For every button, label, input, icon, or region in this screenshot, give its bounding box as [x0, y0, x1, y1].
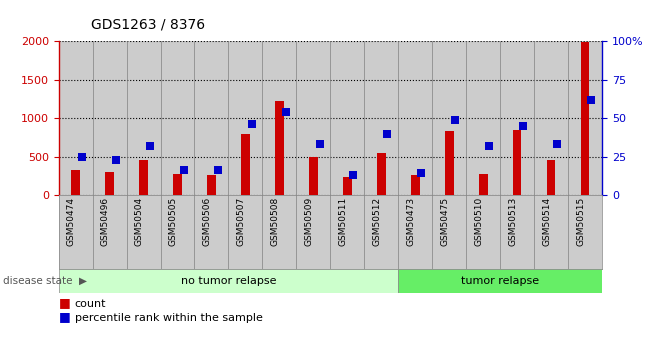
Point [348, 172, 359, 178]
Text: tumor relapse: tumor relapse [461, 276, 539, 286]
Text: GSM50505: GSM50505 [169, 197, 178, 246]
Bar [411, 175, 419, 195]
Text: GSM50510: GSM50510 [475, 197, 483, 246]
Point [314, 141, 325, 147]
Bar [534, 41, 568, 195]
Text: GSM50504: GSM50504 [135, 197, 143, 246]
Text: GSM50507: GSM50507 [236, 197, 245, 246]
Point [281, 109, 291, 115]
Bar [72, 170, 80, 195]
Bar [547, 160, 555, 195]
Bar [92, 41, 126, 195]
Bar [242, 134, 250, 195]
Bar [105, 171, 114, 195]
Bar [445, 131, 454, 195]
Bar [365, 41, 398, 195]
FancyBboxPatch shape [398, 269, 602, 293]
Bar [466, 41, 500, 195]
Bar [229, 41, 262, 195]
Point [552, 141, 562, 147]
Text: disease state  ▶: disease state ▶ [3, 276, 87, 286]
Text: GSM50514: GSM50514 [542, 197, 551, 246]
Bar [59, 41, 92, 195]
Point [145, 143, 155, 149]
Text: GSM50506: GSM50506 [202, 197, 212, 246]
Bar [377, 153, 385, 195]
Point [246, 121, 256, 127]
Bar [343, 177, 352, 195]
Point [382, 131, 393, 136]
Text: no tumor relapse: no tumor relapse [181, 276, 276, 286]
Bar [173, 174, 182, 195]
Text: GSM50475: GSM50475 [440, 197, 449, 246]
Text: GSM50474: GSM50474 [66, 197, 76, 246]
Bar [309, 157, 318, 195]
Point [212, 168, 223, 173]
Text: GSM50508: GSM50508 [270, 197, 279, 246]
Text: GSM50513: GSM50513 [508, 197, 518, 246]
Point [450, 117, 461, 122]
Point [518, 123, 529, 129]
Bar [161, 41, 195, 195]
Bar [398, 41, 432, 195]
Bar [126, 41, 161, 195]
Text: count: count [75, 299, 106, 309]
Bar [207, 175, 215, 195]
Text: GSM50496: GSM50496 [100, 197, 109, 246]
Bar [513, 130, 521, 195]
Text: percentile rank within the sample: percentile rank within the sample [75, 313, 263, 323]
Bar [296, 41, 330, 195]
Point [76, 154, 87, 159]
Bar [275, 101, 284, 195]
Bar [262, 41, 296, 195]
Text: GSM50512: GSM50512 [372, 197, 381, 246]
Bar [479, 174, 488, 195]
Text: ■: ■ [59, 309, 70, 323]
Point [178, 168, 189, 173]
Text: GSM50511: GSM50511 [339, 197, 348, 246]
Bar [139, 160, 148, 195]
FancyBboxPatch shape [59, 269, 398, 293]
Point [484, 143, 495, 149]
Point [586, 97, 596, 102]
Text: GSM50473: GSM50473 [406, 197, 415, 246]
Bar [581, 42, 589, 195]
Text: GSM50509: GSM50509 [305, 197, 313, 246]
Bar [331, 41, 365, 195]
Bar [500, 41, 534, 195]
Text: GDS1263 / 8376: GDS1263 / 8376 [91, 17, 205, 31]
Bar [432, 41, 466, 195]
Bar [568, 41, 602, 195]
Point [416, 171, 426, 176]
Bar [195, 41, 229, 195]
Text: ■: ■ [59, 296, 70, 309]
Text: GSM50515: GSM50515 [576, 197, 585, 246]
Point [111, 157, 121, 162]
